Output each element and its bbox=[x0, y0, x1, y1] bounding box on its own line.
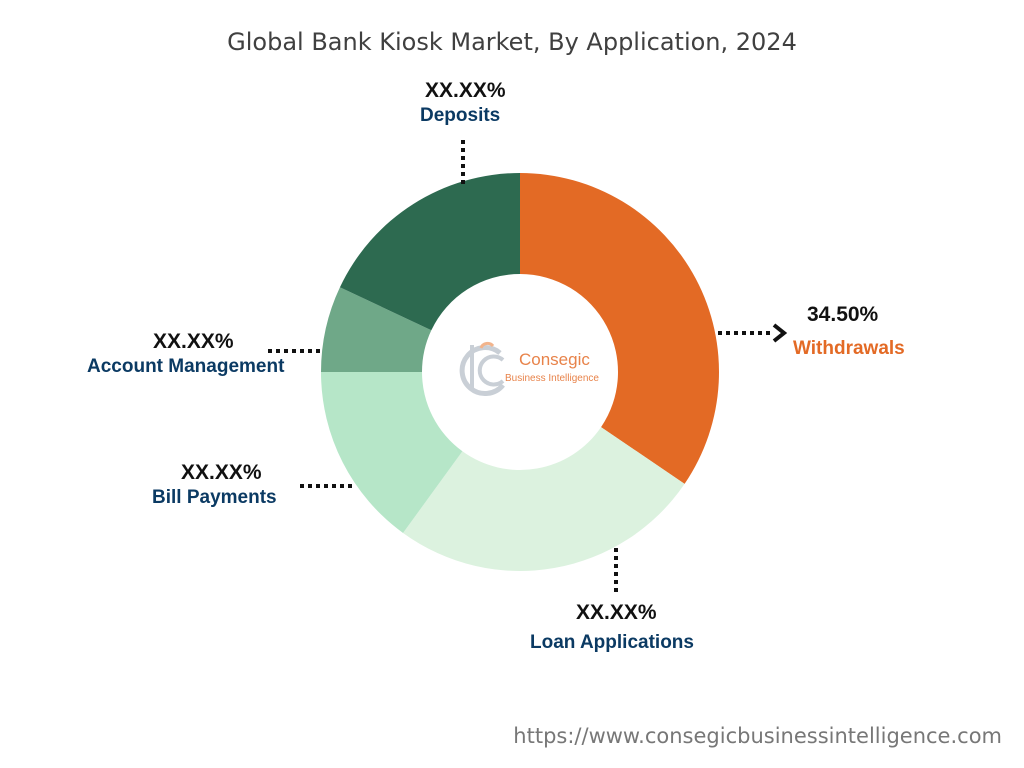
bill-payments-category-label: Bill Payments bbox=[152, 487, 277, 508]
deposits-category-label: Deposits bbox=[420, 105, 501, 126]
slice-loan-applications bbox=[403, 427, 685, 571]
loan-applications-category-label: Loan Applications bbox=[530, 632, 694, 653]
account-management-category-label: Account Management bbox=[87, 356, 285, 377]
slice-withdrawals bbox=[520, 173, 720, 484]
logo-icon bbox=[459, 341, 505, 397]
slice-bill-payments bbox=[321, 372, 463, 533]
slices-group bbox=[321, 173, 720, 571]
deposits-value-label: XX.XX% bbox=[425, 79, 506, 102]
source-url: https://www.consegicbusinessintelligence… bbox=[513, 724, 1002, 748]
chart-title: Global Bank Kiosk Market, By Application… bbox=[227, 28, 797, 56]
bill-payments-value-label: XX.XX% bbox=[181, 461, 262, 484]
watermark-name: Consegic bbox=[519, 350, 590, 369]
withdrawals-value-label: 34.50% bbox=[807, 303, 879, 326]
withdrawals-category-label: Withdrawals bbox=[793, 338, 905, 359]
account-management-value-label: XX.XX% bbox=[153, 330, 234, 353]
leader-lines-group bbox=[268, 140, 788, 592]
arrow-icon bbox=[772, 323, 788, 343]
loan-applications-value-label: XX.XX% bbox=[576, 601, 657, 624]
slice-account-management bbox=[321, 287, 432, 372]
watermark-tagline: Business Intelligence bbox=[505, 373, 599, 384]
slice-deposits bbox=[339, 173, 520, 331]
